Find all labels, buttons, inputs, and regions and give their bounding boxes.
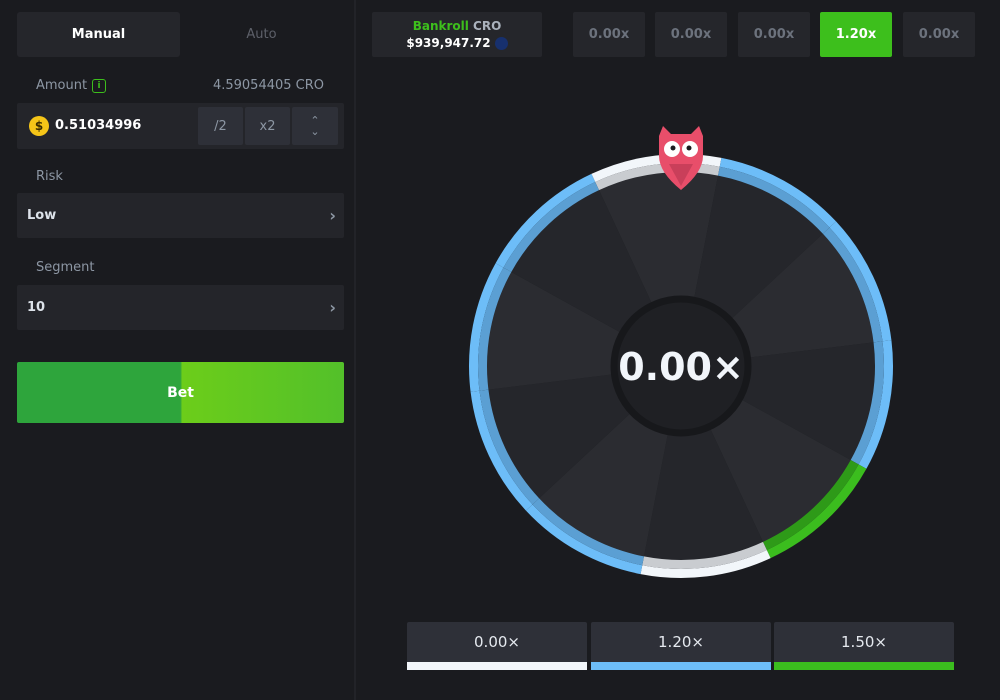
history-item: 0.00x xyxy=(573,12,645,57)
history-item: 0.00x xyxy=(903,12,975,57)
wheel-ring-segment-inner xyxy=(822,227,883,343)
wheel-ring-segment xyxy=(525,504,643,575)
legend-label: 1.50× xyxy=(841,633,887,651)
legend-item: 0.00× xyxy=(407,622,587,670)
wheel-ring-segment-inner xyxy=(532,498,644,566)
wheel-result: 0.00× xyxy=(618,345,744,389)
wheel-ring-segment xyxy=(640,549,771,578)
tab-manual[interactable]: Manual xyxy=(17,12,180,57)
bankroll-currency: CRO xyxy=(473,18,502,33)
history-item: 0.00x xyxy=(655,12,727,57)
history-item: 1.20x xyxy=(820,12,892,57)
risk-label: Risk xyxy=(36,169,63,184)
legend-item: 1.20× xyxy=(591,622,771,670)
segment-value: 10 xyxy=(27,300,46,315)
wheel-center xyxy=(610,295,752,437)
wheel: 0.00× xyxy=(469,126,893,578)
bankroll-box: Bankroll CRO $939,947.72 xyxy=(372,12,542,57)
amount-label: Amount xyxy=(36,78,88,93)
amount-value[interactable]: 0.51034996 xyxy=(55,118,142,133)
bet-panel: Manual Auto Amount i 4.59054405 CRO $ 0.… xyxy=(0,0,356,700)
risk-select[interactable]: Low › xyxy=(17,193,344,238)
wheel-ring-segment-inner xyxy=(478,267,512,391)
legend-item: 1.50× xyxy=(774,622,954,670)
segment-select[interactable]: 10 › xyxy=(17,285,344,330)
chevron-right-icon: › xyxy=(329,298,336,317)
risk-value: Low xyxy=(27,208,57,223)
legend-label: 0.00× xyxy=(474,633,520,651)
cro-icon xyxy=(494,36,508,50)
coin-icon: $ xyxy=(29,116,49,136)
double-button[interactable]: x2 xyxy=(245,107,290,145)
bankroll-label: Bankroll xyxy=(412,18,469,33)
wheel-ring-segment xyxy=(719,157,837,228)
tab-auto[interactable]: Auto xyxy=(246,27,277,42)
balance: 4.59054405 CRO xyxy=(212,78,324,93)
wheel-ring-segment-inner xyxy=(479,389,540,505)
wheel-ring-segment-inner xyxy=(762,460,859,550)
legend-color-bar xyxy=(407,662,587,670)
wheel-ring-segment-inner xyxy=(642,541,767,569)
chevron-down-icon[interactable]: ⌄ xyxy=(310,125,320,138)
stepper-button[interactable]: ⌃ ⌄ xyxy=(292,107,338,145)
bankroll-value: $939,947.72 xyxy=(406,35,491,50)
wheel-ring-segment xyxy=(829,221,892,342)
wheel-ring-segment xyxy=(469,263,504,392)
chevron-right-icon: › xyxy=(329,206,336,225)
wheel-ring-segment xyxy=(495,173,596,268)
chevron-up-icon[interactable]: ⌃ xyxy=(310,114,320,127)
info-icon[interactable]: i xyxy=(92,78,107,93)
bet-button[interactable]: Bet xyxy=(17,362,344,423)
wheel-ring-segment-inner xyxy=(718,166,830,234)
wheel-ring-segment-inner xyxy=(850,341,884,465)
legend-color-bar xyxy=(774,662,954,670)
half-button[interactable]: /2 xyxy=(198,107,243,145)
owl-pointer-icon xyxy=(659,126,703,190)
legend-label: 1.20× xyxy=(658,633,704,651)
legend-color-bar xyxy=(591,662,771,670)
wheel-ring-segment xyxy=(470,390,533,511)
wheel-ring-segment xyxy=(858,340,893,469)
segment-label: Segment xyxy=(36,260,95,275)
wheel-ring-segment xyxy=(766,464,867,559)
wheel-ring-segment-inner xyxy=(503,182,600,272)
amount-label-row: Amount i xyxy=(36,78,107,93)
history-item: 0.00x xyxy=(738,12,810,57)
